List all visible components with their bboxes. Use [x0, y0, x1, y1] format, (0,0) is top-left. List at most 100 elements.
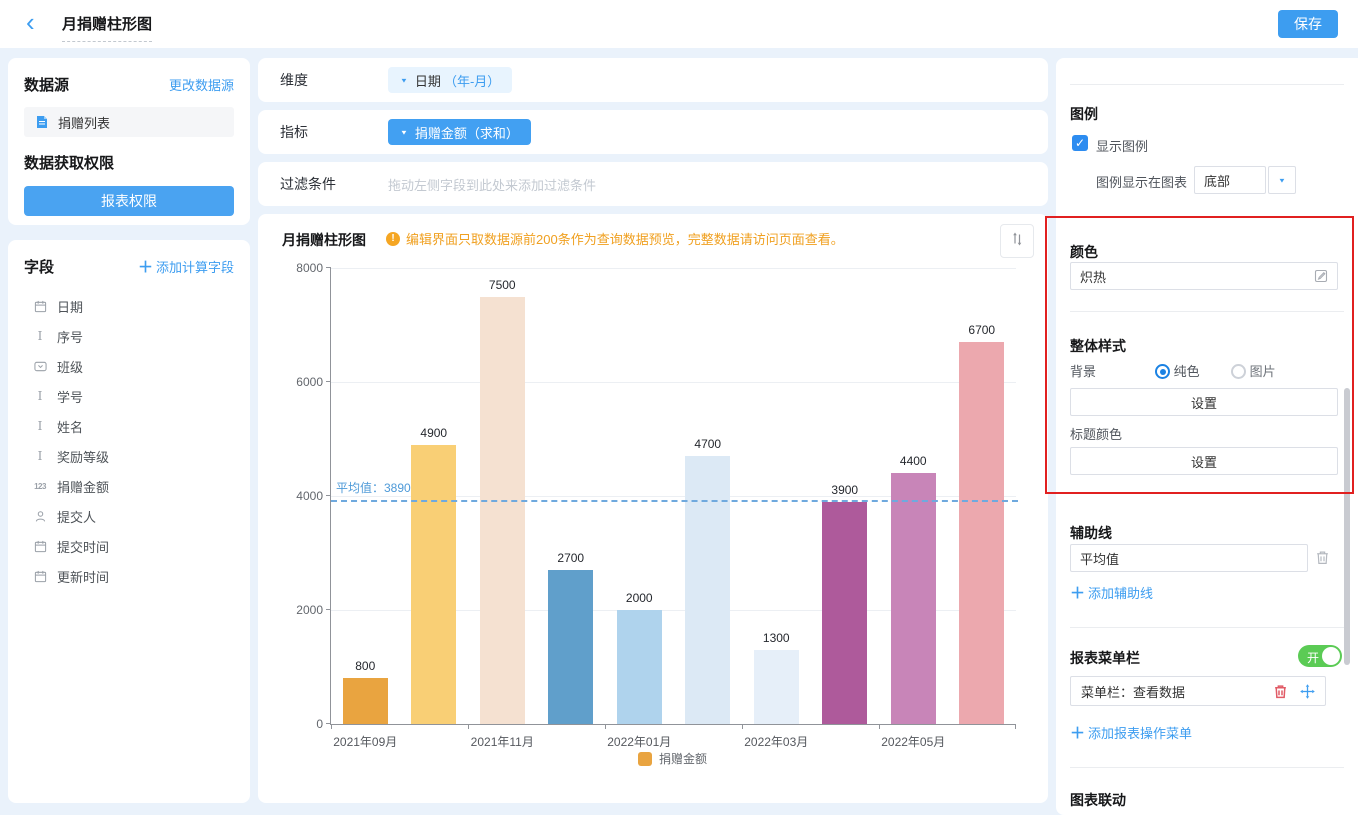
x-tick-mark [468, 724, 469, 729]
field-item[interactable]: 更新时间 [32, 561, 234, 591]
dimension-chip[interactable]: ▼ 日期 （年-月） [388, 67, 513, 93]
menu-toggle[interactable]: 开 [1298, 645, 1342, 667]
chart-card: 月捐赠柱形图 ! 编辑界面只取数据源前200条作为查询数据预览，完整数据请访问页… [258, 214, 1048, 803]
dimension-row: 维度 ▼ 日期 （年-月） [258, 58, 1048, 102]
chart-bar [616, 610, 662, 724]
color-theme-input[interactable]: 炽热 [1070, 262, 1338, 290]
chart-bar [753, 649, 799, 724]
title-color-label: 标题颜色 [1070, 427, 1123, 442]
auxline-input[interactable]: 平均值 [1070, 544, 1308, 572]
chart-plot: 0 2000 4000 6000 8000 800 4900 7500 2700 2000 4700… [296, 261, 1018, 749]
chart-bar [411, 444, 457, 724]
field-item[interactable]: I 奖励等级 [32, 441, 234, 471]
chart-bar [479, 296, 525, 724]
background-image-radio[interactable]: 图片 [1231, 361, 1276, 380]
field-item[interactable]: 123 捐赠金额 [32, 471, 234, 501]
divider [1070, 311, 1344, 312]
menu-section-title: 报表菜单栏 [1070, 650, 1140, 666]
select-arrow-button[interactable]: ▼ [1268, 166, 1296, 194]
y-tick-label: 0 [316, 717, 323, 731]
legend-label: 捐赠金额 [658, 752, 707, 766]
radio-unselected-icon [1231, 364, 1246, 379]
field-item[interactable]: I 姓名 [32, 411, 234, 441]
save-button[interactable]: 保存 [1278, 10, 1338, 38]
document-icon [34, 115, 50, 129]
plus-icon: ＋ [137, 259, 153, 276]
fields-card: 字段 ＋添加计算字段 日期 I 序号 班级 I 学号 I 姓名 I 奖励等级 123 捐赠金额 提交人提… [8, 240, 250, 803]
preview-notice: ! 编辑界面只取数据源前200条作为查询数据预览，完整数据请访问页面查看。 [386, 229, 844, 248]
scrollbar-thumb[interactable] [1344, 388, 1350, 665]
chart-legend[interactable]: 捐赠金额 [330, 750, 1015, 767]
field-label: 班级 [57, 359, 84, 375]
metric-chip[interactable]: ▼ 捐赠金额（求和） [388, 119, 531, 145]
grid-line [331, 382, 1016, 383]
y-tick-mark [326, 723, 331, 724]
datasource-item[interactable]: 捐赠列表 [24, 107, 234, 137]
background-label: 背景 [1070, 364, 1097, 379]
dimension-label: 维度 [280, 72, 308, 88]
trash-icon[interactable] [1315, 550, 1330, 570]
field-item[interactable]: I 学号 [32, 381, 234, 411]
color-section-title: 颜色 [1070, 244, 1098, 260]
bar-value-label: 800 [355, 659, 376, 674]
add-calc-field-link[interactable]: ＋添加计算字段 [137, 259, 234, 276]
text-icon: I [37, 389, 43, 403]
text-icon: I [37, 449, 43, 463]
bar-value-label: 2700 [557, 551, 585, 566]
toggle-knob [1322, 647, 1340, 665]
field-item[interactable]: 提交人 [32, 501, 234, 531]
background-solid-radio[interactable]: 纯色 [1155, 361, 1200, 380]
bar-value-label: 4900 [420, 425, 448, 440]
bar-value-label: 7500 [488, 277, 516, 292]
chart-bar [822, 501, 868, 724]
calendar-icon [32, 570, 48, 583]
x-tick-mark [605, 724, 606, 729]
field-item[interactable]: 日期 [32, 291, 234, 321]
report-permission-button[interactable]: 报表权限 [24, 186, 234, 216]
field-label: 奖励等级 [57, 449, 110, 465]
field-item[interactable]: 提交时间 [32, 531, 234, 561]
edit-icon[interactable] [1314, 269, 1328, 283]
chart-bar [548, 570, 594, 724]
divider [1070, 84, 1344, 85]
average-line-label: 平均值：3890 [336, 481, 411, 496]
grid-line [331, 268, 1016, 269]
filter-label: 过滤条件 [280, 176, 336, 192]
field-label: 日期 [57, 299, 84, 315]
divider [1070, 767, 1344, 768]
move-icon[interactable] [1300, 683, 1315, 699]
show-legend-checkbox[interactable]: ✓ [1072, 135, 1088, 151]
field-item[interactable]: I 序号 [32, 321, 234, 351]
y-tick-mark [326, 381, 331, 382]
filter-placeholder: 拖动左侧字段到此处来添加过滤条件 [388, 177, 597, 193]
bar-value-label: 6700 [968, 323, 996, 338]
back-icon[interactable]: ‹ [26, 7, 35, 37]
permission-title: 数据获取权限 [24, 155, 115, 172]
bar-value-label: 4400 [899, 454, 927, 469]
menu-item: 菜单栏：查看数据 [1070, 676, 1326, 706]
chevron-down-icon: ▼ [400, 128, 408, 136]
field-item[interactable]: 班级 [32, 351, 234, 381]
change-datasource-link[interactable]: 更改数据源 [168, 78, 234, 93]
field-label: 学号 [57, 389, 84, 405]
add-menu-link[interactable]: ＋添加报表操作菜单 [1070, 722, 1192, 743]
legend-position-select: 底部 ▼ [1194, 166, 1296, 194]
add-auxline-link[interactable]: ＋添加辅助线 [1070, 582, 1153, 603]
legend-position-value[interactable]: 底部 [1194, 166, 1266, 194]
background-set-button[interactable]: 设置 [1070, 388, 1338, 416]
filter-row[interactable]: 过滤条件 拖动左侧字段到此处来添加过滤条件 [258, 162, 1048, 206]
divider [1070, 627, 1344, 628]
datasource-card: 数据源 更改数据源 捐赠列表 数据获取权限 报表权限 [8, 58, 250, 225]
title-color-set-button[interactable]: 设置 [1070, 447, 1338, 475]
delete-icon[interactable] [1273, 684, 1288, 699]
metric-row: 指标 ▼ 捐赠金额（求和） [258, 110, 1048, 154]
chevron-down-icon: ▼ [400, 76, 408, 84]
calendar-icon [32, 300, 48, 313]
sort-button[interactable] [1000, 224, 1034, 258]
average-line [331, 500, 1018, 503]
y-tick-label: 2000 [296, 603, 323, 617]
x-tick-label: 2021年09月 [333, 735, 398, 749]
y-tick-mark [326, 267, 331, 268]
top-bar: ‹ 月捐赠柱形图 保存 [0, 0, 1358, 48]
auxline-section-title: 辅助线 [1070, 525, 1112, 541]
